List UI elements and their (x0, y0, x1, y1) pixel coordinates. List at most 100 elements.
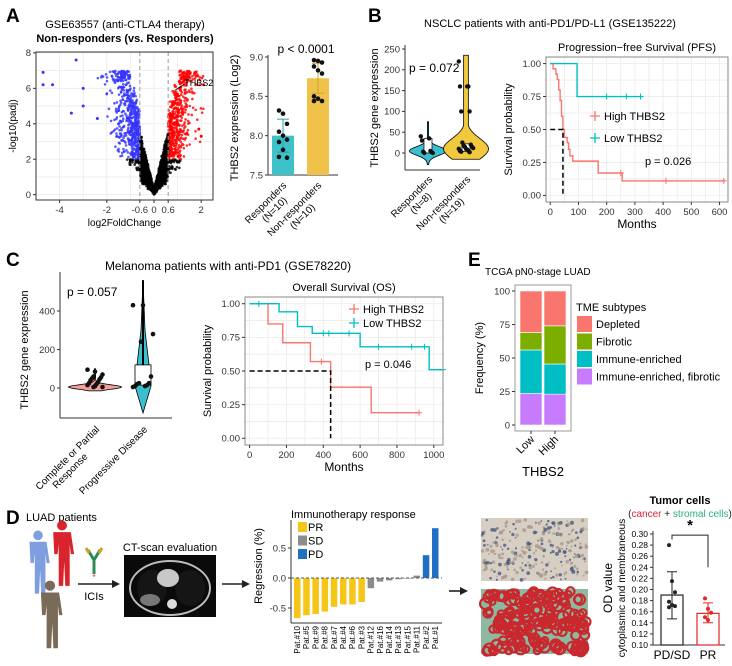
volcano-point (116, 72, 120, 76)
waterfall-bar (321, 578, 329, 612)
y-tick-label: 0.00 (222, 434, 241, 445)
ihc-nucleus (540, 542, 544, 546)
volcano-point (119, 103, 122, 106)
ihc-nucleus (489, 576, 492, 580)
volcano-point (186, 119, 190, 123)
y-tick-label: 200 (39, 345, 55, 356)
ihc-nucleus (506, 565, 509, 568)
censor-mark (623, 93, 630, 100)
km-os-plot: 0.00 0.25 0.50 0.75 1.00 0 200 400 600 800 1000 Hig… (202, 282, 446, 474)
p-value: p = 0.072 (409, 61, 460, 75)
ihc-cell-outline (514, 642, 528, 656)
ihc-nucleus (566, 540, 571, 545)
volcano-point (123, 101, 127, 105)
ihc-nucleus (557, 546, 561, 550)
ihc-nucleus (570, 539, 574, 543)
data-point (457, 84, 463, 89)
volcano-point (160, 165, 164, 168)
y-tick-label: 7.5 (250, 170, 263, 181)
violin-plot-c: 0 200 400 p = 0.057 Complete or PartialRespo… (19, 272, 172, 497)
y-axis-label: THBS2 gene expression (19, 290, 31, 409)
volcano-point (173, 117, 176, 120)
data-point (459, 149, 464, 154)
ihc-nucleus (573, 564, 577, 568)
volcano-point (176, 161, 179, 164)
censor-mark (416, 409, 423, 416)
x-axis-label: Months (617, 217, 656, 231)
volcano-point (144, 169, 148, 172)
volcano-point (132, 86, 136, 90)
volcano-point (174, 90, 178, 93)
ihc-nucleus (534, 521, 537, 524)
volcano-point (184, 102, 187, 105)
volcano-point (161, 158, 165, 162)
volcano-outlier-point (95, 116, 99, 120)
censor-mark (255, 300, 262, 307)
volcano-point (185, 144, 189, 147)
censor-mark (720, 177, 727, 184)
volcano-point (198, 76, 202, 79)
volcano-point (177, 135, 180, 138)
waterfall-bar (376, 578, 384, 582)
p-value: p = 0.026 (645, 156, 691, 168)
y-tick-label: 0.16 (631, 607, 648, 617)
volcano-point (190, 79, 193, 83)
volcano-point (132, 131, 136, 135)
ihc-nucleus (571, 528, 575, 531)
ihc-nucleus (572, 569, 574, 572)
censor-mark (375, 343, 382, 350)
ihc-cell-outline (569, 608, 580, 620)
volcano-point (132, 144, 135, 147)
legend-swatch (577, 368, 592, 385)
data-point (673, 604, 677, 609)
volcano-point (191, 106, 195, 110)
volcano-outlier-point (69, 111, 73, 115)
y-tick-label: 2 (26, 155, 31, 166)
volcano-point (127, 142, 131, 146)
data-point (706, 618, 710, 623)
ihc-nucleus (584, 543, 587, 546)
ihc-nucleus (541, 568, 545, 571)
volcano-point (120, 133, 123, 137)
od-bar-chart: 0.100.120.140.160.180.20 0.220.240.260.28… (601, 495, 732, 662)
volcano-point (169, 154, 173, 157)
panel-a-subtitle: Non-responders (vs. Responders) (36, 33, 214, 45)
censor-mark (637, 93, 644, 100)
volcano-point (147, 182, 150, 186)
p-value: p = 0.057 (67, 285, 118, 299)
volcano-point (136, 156, 140, 160)
volcano-point (142, 165, 146, 168)
volcano-point (128, 76, 132, 79)
y-axis-sublabel: cytoplasmic and membraneous (617, 519, 628, 657)
ct-spine (167, 599, 177, 609)
survival-curve (249, 303, 420, 414)
volcano-point (155, 187, 158, 190)
ihc-nucleus (550, 576, 553, 579)
ihc-nucleus (486, 561, 490, 565)
ihc-nucleus (511, 532, 515, 537)
x-tick-label: 400 (315, 450, 331, 461)
volcano-point (139, 164, 143, 168)
ihc-cell-outline (520, 644, 531, 654)
legend-swatch (577, 333, 592, 350)
volcano-point (113, 118, 116, 122)
volcano-point (198, 78, 201, 82)
ihc-nucleus (521, 562, 524, 564)
volcano-point (127, 140, 131, 144)
ihc-nucleus (504, 524, 508, 528)
legend-label: Fibrotic (596, 337, 633, 349)
ihc-nucleus (496, 527, 499, 530)
data-point (92, 369, 98, 374)
ihc-cell-outline (571, 641, 585, 656)
patient-label: Pat.#4 (339, 625, 348, 649)
survival-curve (249, 303, 443, 371)
volcano-point (178, 98, 181, 101)
patient-figure-blue-head (33, 530, 43, 541)
ihc-nucleus (551, 521, 556, 526)
volcano-point (140, 152, 144, 155)
legend-title: TME subtypes (576, 302, 647, 314)
volcano-point (158, 166, 161, 169)
volcano-point (132, 156, 135, 159)
x-tick-label: -0.6 (132, 205, 148, 216)
